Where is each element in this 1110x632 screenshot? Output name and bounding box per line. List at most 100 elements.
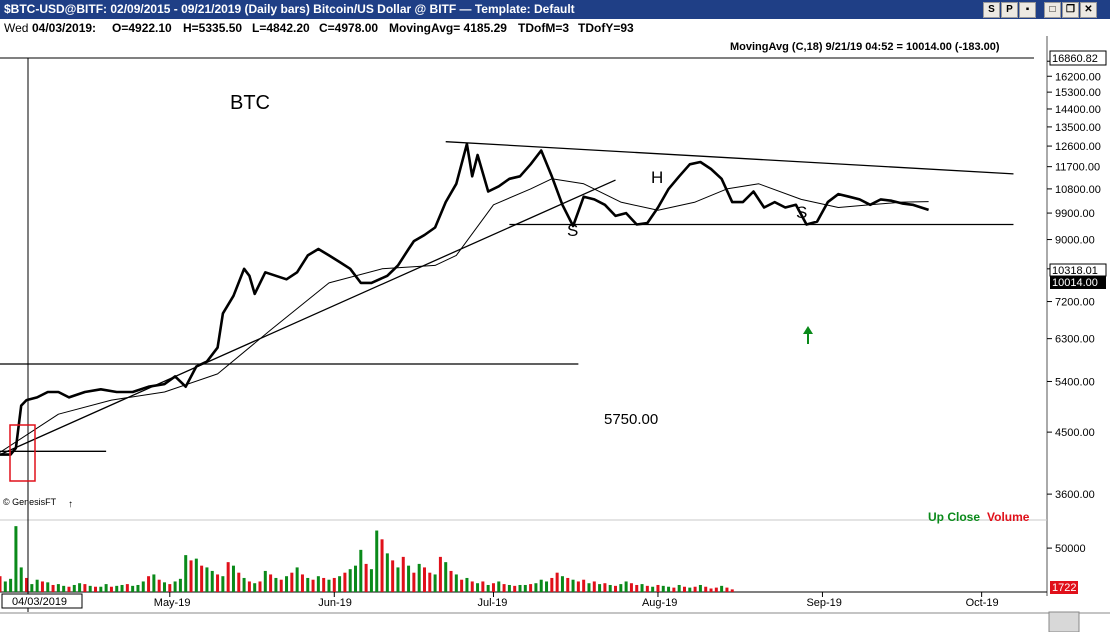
volume-bar (343, 572, 347, 592)
volume-bar (433, 574, 437, 592)
volume-bar (560, 576, 564, 592)
volume-bar (677, 584, 681, 592)
volume-bar (667, 586, 671, 592)
volume-bar (157, 579, 161, 592)
volume-bar (656, 584, 660, 592)
volume-bar (375, 530, 379, 592)
close-icon[interactable]: ✕ (1080, 2, 1097, 18)
volume-value-label: 1722 (1052, 582, 1076, 594)
volume-bar (94, 586, 98, 592)
info-td-of-year: TDofY=93 (578, 21, 634, 35)
volume-bar (274, 577, 278, 592)
volume-bar (698, 584, 702, 592)
volume-bar (651, 586, 655, 592)
trendline (445, 141, 1014, 175)
volume-bar (576, 581, 580, 592)
p-button[interactable]: P (1001, 2, 1018, 18)
volume-bars: 50000 (0, 526, 1086, 592)
trendline (0, 179, 616, 456)
volume-bar (269, 574, 273, 592)
volume-bar (465, 577, 469, 592)
bar-info-strip: Wed 04/03/2019: O=4922.10 H=5335.50 L=48… (0, 19, 1110, 36)
last-price-box (1050, 276, 1106, 289)
volume-bar (131, 585, 135, 592)
volume-bar (221, 576, 225, 592)
volume-bar (3, 581, 7, 592)
volume-bar (99, 586, 103, 592)
volume-bar (115, 585, 119, 592)
x-tick-label: Sep-19 (806, 597, 841, 609)
info-high: H=5335.50 (183, 21, 243, 35)
volume-bar (189, 560, 193, 592)
volume-bar (263, 570, 267, 592)
volume-bar (348, 569, 352, 592)
volume-bar (279, 579, 283, 592)
cursor-date-label: 04/03/2019 (12, 596, 67, 608)
y-tick-label: 4500.00 (1055, 427, 1095, 439)
volume-bar (364, 563, 368, 592)
volume-bar (290, 572, 294, 592)
volume-bar (709, 588, 713, 592)
volume-bar (539, 579, 543, 592)
x-axis-labels: May-19 Jun-19 Jul-19 Aug-19 Sep-19 Oct-19 (154, 592, 999, 609)
window-title: $BTC-USD@BITF: 02/09/2015 - 09/21/2019 (… (4, 2, 575, 16)
credit-label: © GenesisFT (3, 497, 57, 507)
volume-bar (67, 586, 71, 592)
volume-bar (258, 581, 262, 592)
volume-bar (194, 558, 198, 592)
volume-bar (454, 574, 458, 592)
volume-bar (481, 581, 485, 592)
volume-bar (486, 584, 490, 592)
chart-canvas[interactable]: MovingAvg (C,18) 9/21/19 04:52 = 10014.0… (0, 36, 1110, 632)
symbol-label: BTC (230, 92, 270, 114)
y-tick-label: 14400.00 (1055, 104, 1101, 116)
volume-bar (491, 583, 495, 592)
volume-bar (295, 567, 299, 592)
volume-bar (210, 570, 214, 592)
volume-bar (46, 582, 50, 592)
volume-bar (109, 586, 113, 592)
volume-bar (592, 581, 596, 592)
volume-bar (603, 583, 607, 592)
volume-bar (438, 556, 442, 592)
y-tick-label: 16200.00 (1055, 71, 1101, 83)
y-tick-label: 7200.00 (1055, 297, 1095, 309)
y-tick-label: 15300.00 (1055, 87, 1101, 99)
volume-bar (327, 579, 331, 592)
volume-bar (460, 579, 464, 592)
minimize-button[interactable]: ▪ (1019, 2, 1036, 18)
y-tick-label: 5400.00 (1055, 376, 1095, 388)
volume-bar (645, 585, 649, 592)
volume-bar (672, 587, 676, 592)
cursor-arrow-icon: ↑ (68, 499, 73, 510)
volume-bar (78, 583, 82, 592)
volume-bar (184, 555, 188, 592)
volume-bar (147, 576, 151, 592)
s-button[interactable]: S (983, 2, 1000, 18)
volume-bar (380, 539, 384, 592)
volume-bar (417, 563, 421, 592)
volume-bar (14, 526, 18, 592)
volume-bar (476, 583, 480, 592)
y-tick-label: 3600.00 (1055, 489, 1095, 501)
info-td-of-month: TDofM=3 (518, 21, 569, 35)
right-shoulder-label: S (796, 203, 807, 222)
volume-bar (62, 585, 66, 592)
volume-bar (688, 587, 692, 592)
volume-bar (316, 576, 320, 592)
volume-bar (30, 584, 34, 592)
volume-bar (444, 562, 448, 592)
y-tick-label: 11700.00 (1055, 162, 1100, 174)
volume-bar (120, 584, 124, 592)
y-tick-label: 9000.00 (1055, 235, 1095, 247)
top-price-box (1049, 50, 1107, 66)
y-tick-label: 6300.00 (1055, 334, 1095, 346)
volume-bar (322, 577, 326, 592)
volume-bar (369, 569, 373, 592)
restore-icon[interactable]: □ (1044, 2, 1061, 18)
volume-bar (231, 565, 235, 592)
scroll-corner[interactable] (1048, 611, 1080, 632)
volume-bar (285, 576, 289, 592)
status-strip (0, 612, 1110, 632)
restore-down-icon[interactable]: ❐ (1062, 2, 1079, 18)
